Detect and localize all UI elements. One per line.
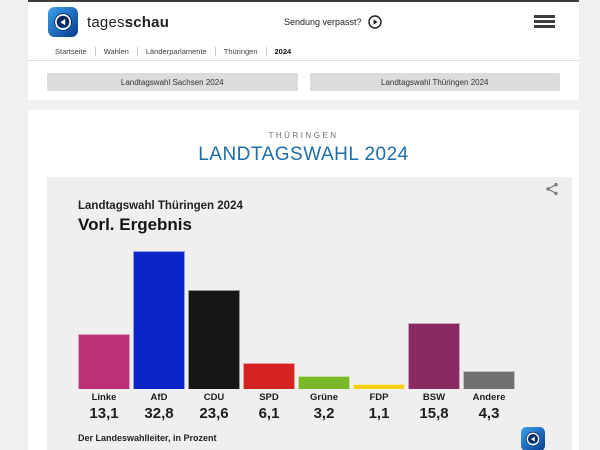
region-kicker: THÜRINGEN bbox=[268, 131, 339, 140]
bar-group-andere: Andere 4,3 bbox=[463, 251, 515, 422]
results-chart-card: Landtagswahl Thüringen 2024 Vorl. Ergebn… bbox=[47, 177, 572, 450]
bar[interactable] bbox=[298, 375, 350, 389]
bar[interactable] bbox=[463, 370, 515, 389]
bar-value: 32,8 bbox=[144, 405, 174, 422]
breadcrumb-item-startseite[interactable]: Startseite bbox=[55, 46, 87, 56]
bar-value: 6,1 bbox=[258, 405, 280, 422]
bar[interactable] bbox=[133, 251, 185, 389]
bar[interactable] bbox=[78, 334, 130, 389]
chart-title: Vorl. Ergebnis bbox=[78, 215, 192, 234]
bar-value: 4,3 bbox=[478, 405, 500, 422]
bar-label: AfD bbox=[150, 392, 168, 403]
breadcrumb: Startseite Wahlen Länderparlamente Thüri… bbox=[28, 42, 579, 61]
site-header: tagesschau Sendung verpasst? Startseite … bbox=[28, 0, 579, 61]
election-nav-buttons: Landtagswahl Sachsen 2024 Landtagswahl T… bbox=[28, 61, 579, 100]
bar-label: Grüne bbox=[310, 392, 338, 403]
bar-label: CDU bbox=[203, 392, 225, 403]
bar-group-grüne: Grüne 3,2 bbox=[298, 251, 350, 422]
bar-label: BSW bbox=[422, 392, 446, 403]
thueringen-election-button[interactable]: Landtagswahl Thüringen 2024 bbox=[309, 73, 560, 91]
bar[interactable] bbox=[353, 384, 405, 389]
play-icon[interactable] bbox=[367, 15, 382, 29]
header-top-row: tagesschau Sendung verpasst? bbox=[28, 2, 579, 42]
breadcrumb-separator bbox=[214, 46, 216, 56]
content-column: tagesschau Sendung verpasst? Startseite … bbox=[28, 0, 579, 450]
bar-area bbox=[408, 251, 460, 389]
bar-group-afd: AfD 32,8 bbox=[133, 251, 185, 422]
bar[interactable] bbox=[408, 322, 460, 389]
breadcrumb-item-thueringen[interactable]: Thüringen bbox=[223, 46, 258, 56]
bar-area bbox=[243, 251, 295, 389]
bar[interactable] bbox=[188, 289, 240, 389]
bar-area bbox=[353, 251, 405, 389]
sachsen-election-button[interactable]: Landtagswahl Sachsen 2024 bbox=[47, 73, 298, 91]
breadcrumb-item-laenderparlamente[interactable]: Länderparlamente bbox=[145, 46, 207, 56]
bar-label: FDP bbox=[369, 392, 389, 403]
bar-value: 15,8 bbox=[419, 405, 449, 422]
main-content: THÜRINGEN LANDTAGSWAHL 2024 Landtagswahl… bbox=[28, 110, 579, 450]
chart-subtitle: Landtagswahl Thüringen 2024 bbox=[78, 200, 243, 212]
breadcrumb-item-2024[interactable]: 2024 bbox=[274, 46, 292, 56]
bar-value: 3,2 bbox=[313, 405, 335, 422]
bar-group-spd: SPD 6,1 bbox=[243, 251, 295, 422]
brand-wordmark[interactable]: tagesschau bbox=[87, 13, 170, 31]
breadcrumb-item-wahlen[interactable]: Wahlen bbox=[103, 46, 129, 56]
bar-value: 23,6 bbox=[199, 405, 229, 422]
bar-value: 1,1 bbox=[368, 405, 390, 422]
bar-area bbox=[463, 251, 515, 389]
breadcrumb-separator bbox=[265, 46, 267, 56]
sendung-verpasst-label: Sendung verpasst? bbox=[284, 17, 362, 27]
bar-area bbox=[78, 251, 130, 389]
tagesschau-logo-icon[interactable] bbox=[48, 7, 78, 37]
bar-area bbox=[298, 251, 350, 389]
sendung-verpasst-link[interactable]: Sendung verpasst? bbox=[284, 2, 382, 42]
bar-value: 13,1 bbox=[89, 405, 119, 422]
bar-label: Andere bbox=[472, 392, 506, 403]
bar-label: Linke bbox=[91, 392, 117, 403]
bar-group-bsw: BSW 15,8 bbox=[408, 251, 460, 422]
menu-hamburger-icon[interactable] bbox=[534, 15, 555, 28]
page-title: LANDTAGSWAHL 2024 bbox=[198, 144, 409, 165]
share-icon[interactable] bbox=[545, 182, 559, 196]
section-gap bbox=[28, 100, 579, 110]
bar-group-cdu: CDU 23,6 bbox=[188, 251, 240, 422]
bar-group-fdp: FDP 1,1 bbox=[353, 251, 405, 422]
bar-label: SPD bbox=[259, 392, 279, 403]
breadcrumb-separator bbox=[94, 46, 96, 56]
bar-area bbox=[188, 251, 240, 389]
bar[interactable] bbox=[243, 363, 295, 389]
bars-row: Linke 13,1 AfD 32,8 CDU 23,6 SPD 6,1 Grüne 3,2 FDP… bbox=[78, 251, 515, 422]
tagesschau-mini-logo-icon bbox=[521, 427, 545, 450]
breadcrumb-separator bbox=[136, 46, 138, 56]
bar-group-linke: Linke 13,1 bbox=[78, 251, 130, 422]
bar-area bbox=[133, 251, 185, 389]
chart-source: Der Landeswahlleiter, in Prozent bbox=[78, 433, 217, 443]
